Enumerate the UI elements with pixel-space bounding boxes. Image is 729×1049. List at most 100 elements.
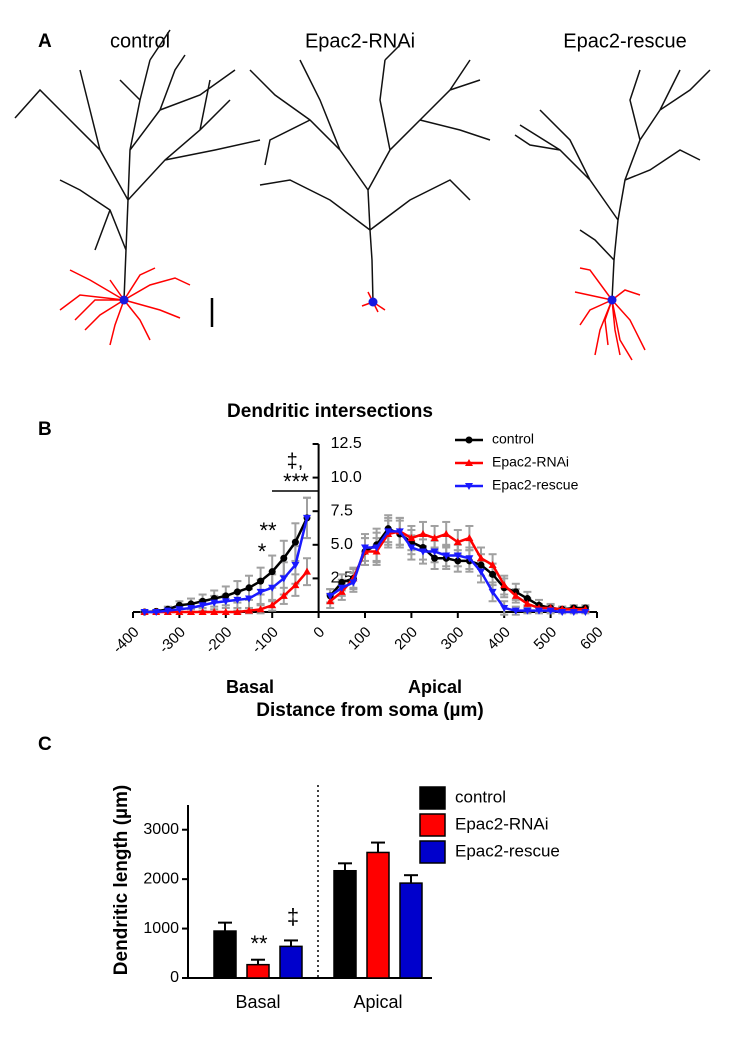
- marker: [291, 538, 299, 546]
- marker: [430, 534, 439, 542]
- marker: [477, 554, 485, 562]
- legend-swatch: [419, 813, 446, 837]
- legend-swatch: [419, 840, 446, 864]
- marker: [395, 528, 404, 536]
- marker: [488, 588, 497, 596]
- marker: [431, 554, 439, 562]
- neuron-title: control: [110, 30, 170, 52]
- marker: [338, 578, 346, 586]
- neuron-rescue: [514, 69, 711, 361]
- marker: [442, 530, 451, 538]
- marker: [465, 555, 474, 563]
- marker: [279, 575, 288, 583]
- annotation: *: [258, 539, 267, 564]
- marker: [256, 605, 265, 613]
- marker: [210, 599, 219, 607]
- y-tick-label: 12.5: [331, 435, 362, 452]
- annotation: ***: [283, 469, 309, 494]
- legend-swatch: [419, 786, 446, 810]
- bar: [399, 882, 423, 979]
- x-tick-label: 0: [310, 624, 328, 642]
- marker: [233, 608, 242, 615]
- legend-label: control: [455, 787, 506, 806]
- marker: [511, 607, 520, 615]
- y-tick-label: 0: [170, 969, 179, 986]
- marker: [198, 608, 207, 615]
- marker: [453, 552, 462, 560]
- marker: [465, 436, 473, 444]
- x-tick-label: 300: [438, 624, 468, 654]
- bar: [279, 945, 303, 979]
- marker: [454, 557, 462, 565]
- marker: [500, 581, 509, 589]
- marker: [453, 538, 462, 546]
- marker: [569, 609, 578, 616]
- y-tick-label: 5.0: [331, 536, 353, 553]
- neuron-rnai: [249, 44, 491, 313]
- annotation: **: [259, 518, 277, 543]
- x-tick-label: 500: [531, 624, 561, 654]
- marker: [477, 568, 485, 576]
- marker: [245, 606, 253, 614]
- y-tick-label: 2000: [143, 870, 179, 887]
- x-axis-label: Distance from soma (µm): [256, 700, 483, 721]
- marker: [175, 606, 184, 614]
- marker: [198, 602, 207, 610]
- marker: [268, 584, 277, 592]
- marker: [488, 560, 497, 568]
- neuron-title: Epac2-rescue: [563, 30, 686, 52]
- marker: [546, 607, 555, 615]
- marker: [430, 548, 439, 556]
- marker: [465, 534, 474, 542]
- marker: [222, 592, 230, 600]
- marker: [465, 459, 473, 466]
- panel-label: C: [38, 734, 52, 755]
- bar: [213, 930, 237, 979]
- neuron-title: Epac2-RNAi: [305, 30, 415, 52]
- marker: [477, 561, 485, 569]
- x-tick-label: Apical: [353, 992, 402, 1012]
- marker: [268, 601, 277, 609]
- marker: [303, 567, 311, 575]
- marker: [361, 544, 369, 552]
- marker: [337, 584, 346, 592]
- marker: [268, 568, 276, 576]
- chart-title: Dendritic intersections: [227, 401, 433, 422]
- marker: [326, 592, 335, 600]
- annotation: ‡,: [287, 450, 304, 472]
- marker: [535, 607, 543, 615]
- x-tick-label: -100: [249, 624, 282, 657]
- marker: [291, 561, 300, 569]
- x-tick-label: 100: [345, 624, 375, 654]
- x-tick-label: 400: [484, 624, 514, 654]
- marker: [140, 609, 149, 616]
- marker: [326, 597, 335, 605]
- region-label: Basal: [226, 677, 274, 697]
- marker: [280, 554, 288, 562]
- bar: [366, 851, 390, 979]
- x-tick-label: -200: [202, 624, 235, 657]
- marker: [523, 599, 532, 607]
- marker: [523, 607, 532, 615]
- marker: [221, 608, 230, 615]
- bar: [333, 869, 357, 979]
- marker: [372, 544, 381, 552]
- y-tick-label: 7.5: [331, 502, 353, 519]
- legend-label: Epac2-RNAi: [492, 454, 569, 470]
- region-label: Apical: [408, 677, 462, 697]
- marker: [523, 595, 531, 603]
- x-tick-label: Basal: [235, 992, 280, 1012]
- marker: [384, 528, 393, 536]
- marker: [558, 609, 567, 616]
- marker: [419, 530, 427, 538]
- legend-label: Epac2-rescue: [455, 841, 560, 860]
- marker: [465, 483, 473, 490]
- neuron-control: [14, 29, 261, 346]
- legend-label: control: [492, 431, 534, 447]
- marker: [581, 609, 590, 616]
- marker: [407, 544, 416, 552]
- marker: [245, 595, 253, 603]
- x-tick-label: 600: [577, 624, 607, 654]
- y-tick-label: 10.0: [331, 469, 362, 486]
